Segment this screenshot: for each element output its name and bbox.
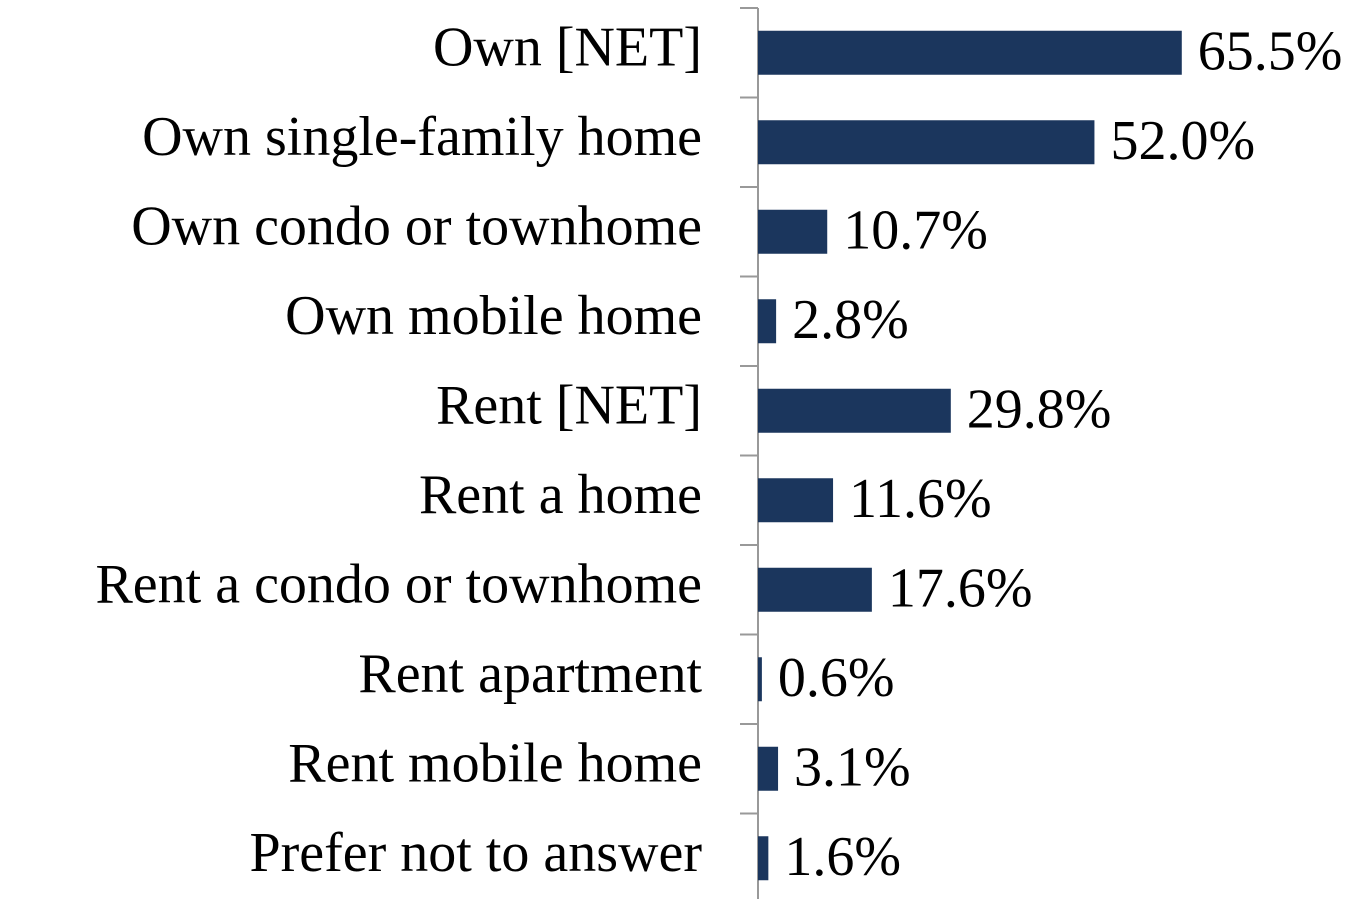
bar — [758, 746, 779, 791]
value-label: 17.6% — [888, 558, 1033, 620]
bar — [758, 30, 1182, 75]
value-label: 65.5% — [1198, 21, 1343, 83]
category-label: Prefer not to answer — [249, 822, 702, 884]
bar — [758, 567, 872, 612]
bar — [758, 299, 777, 344]
category-label: Own condo or townhome — [131, 196, 702, 258]
value-label: 3.1% — [794, 737, 911, 799]
category-label: Rent [NET] — [436, 375, 702, 437]
value-label: 2.8% — [792, 289, 909, 351]
category-label: Own single-family home — [142, 106, 702, 168]
value-label: 0.6% — [778, 647, 895, 709]
value-label: 10.7% — [843, 200, 988, 262]
category-label: Own mobile home — [285, 285, 702, 347]
value-label: 1.6% — [784, 826, 901, 888]
value-label: 29.8% — [967, 379, 1112, 441]
bar — [758, 657, 762, 702]
bar — [758, 388, 951, 433]
category-label: Rent a condo or townhome — [95, 554, 702, 616]
value-label: 52.0% — [1110, 110, 1255, 172]
category-label: Own [NET] — [433, 17, 702, 79]
bar — [758, 209, 828, 254]
category-label: Rent apartment — [358, 643, 702, 705]
bar — [758, 120, 1095, 165]
bar — [758, 478, 834, 523]
category-label: Rent mobile home — [288, 733, 702, 795]
bar — [758, 836, 769, 881]
value-label: 11.6% — [849, 468, 992, 530]
category-label: Rent a home — [419, 464, 702, 526]
